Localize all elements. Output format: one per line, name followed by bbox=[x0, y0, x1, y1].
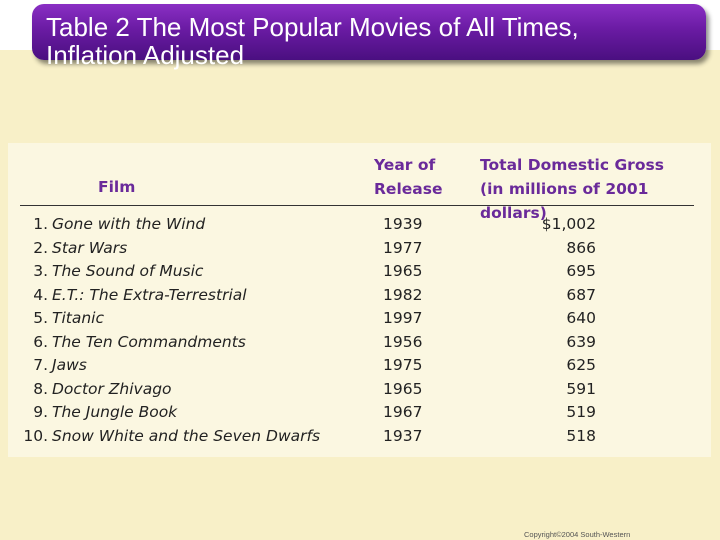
table-row: 4. E.T.: The Extra-Terrestrial 1982 687 bbox=[0, 286, 720, 309]
header-film: Film bbox=[98, 178, 136, 196]
release-year: 1965 bbox=[383, 379, 423, 398]
row-number: 2. bbox=[33, 238, 48, 257]
release-year: 1967 bbox=[383, 403, 423, 421]
domestic-gross: 639 bbox=[566, 332, 596, 351]
domestic-gross: 591 bbox=[566, 379, 596, 398]
film-title: The Ten Commandments bbox=[52, 332, 246, 351]
release-year: 1977 bbox=[383, 238, 423, 257]
release-year: 1956 bbox=[383, 332, 423, 351]
release-year: 1997 bbox=[383, 309, 423, 327]
film-title: Jaws bbox=[52, 356, 87, 374]
table-row: 1. Gone with the Wind 1939 $1,002 bbox=[0, 215, 720, 238]
domestic-gross: 519 bbox=[566, 403, 596, 421]
header-gross-line2: (in millions of 2001 dollars) bbox=[480, 180, 649, 222]
domestic-gross: 625 bbox=[566, 356, 596, 374]
row-number: 9. bbox=[33, 403, 48, 421]
domestic-gross: 518 bbox=[566, 426, 596, 445]
domestic-gross: 695 bbox=[566, 262, 596, 280]
film-title: E.T.: The Extra-Terrestrial bbox=[52, 285, 247, 304]
table-row: 10. Snow White and the Seven Dwarfs 1937 51… bbox=[0, 427, 720, 450]
table-row: 6. The Ten Commandments 1956 639 bbox=[0, 333, 720, 356]
table-row: 7. Jaws 1975 625 bbox=[0, 356, 720, 379]
release-year: 1982 bbox=[383, 285, 423, 304]
table-row: 8. Doctor Zhivago 1965 591 bbox=[0, 380, 720, 403]
row-number: 8. bbox=[33, 379, 48, 398]
header-gross-line1: Total Domestic Gross bbox=[480, 156, 664, 174]
table-row: 3. The Sound of Music 1965 695 bbox=[0, 262, 720, 285]
header-rule bbox=[20, 205, 694, 206]
header-year-line2: Release bbox=[374, 180, 443, 198]
film-title: The Jungle Book bbox=[52, 403, 178, 421]
film-title: Snow White and the Seven Dwarfs bbox=[52, 426, 321, 445]
domestic-gross: 687 bbox=[566, 285, 596, 304]
row-number: 4. bbox=[33, 285, 48, 304]
domestic-gross: 640 bbox=[566, 309, 596, 327]
domestic-gross: 866 bbox=[566, 238, 596, 257]
row-number: 5. bbox=[33, 309, 48, 327]
film-title: Gone with the Wind bbox=[52, 215, 206, 233]
slide-title: Table 2 The Most Popular Movies of All T… bbox=[46, 12, 579, 70]
table-row: 9. The Jungle Book 1967 519 bbox=[0, 403, 720, 426]
release-year: 1975 bbox=[383, 356, 423, 374]
release-year: 1939 bbox=[383, 215, 423, 233]
film-title: Titanic bbox=[52, 309, 105, 327]
row-number: 10. bbox=[23, 426, 48, 445]
film-title: The Sound of Music bbox=[52, 262, 204, 280]
row-number: 6. bbox=[33, 332, 48, 351]
release-year: 1965 bbox=[383, 262, 423, 280]
title-banner bbox=[32, 4, 706, 60]
film-title: Doctor Zhivago bbox=[52, 379, 172, 398]
release-year: 1937 bbox=[383, 426, 423, 445]
row-number: 7. bbox=[33, 356, 48, 374]
table-row: 2. Star Wars 1977 866 bbox=[0, 239, 720, 262]
table-row: 5. Titanic 1997 640 bbox=[0, 309, 720, 332]
domestic-gross: $1,002 bbox=[541, 215, 596, 233]
table-panel bbox=[8, 143, 711, 457]
row-number: 3. bbox=[33, 262, 48, 280]
film-title: Star Wars bbox=[52, 238, 128, 257]
copyright-notice: Copyright©2004 South-Western bbox=[524, 530, 631, 539]
header-year-line1: Year of bbox=[374, 156, 436, 174]
row-number: 1. bbox=[33, 215, 48, 233]
